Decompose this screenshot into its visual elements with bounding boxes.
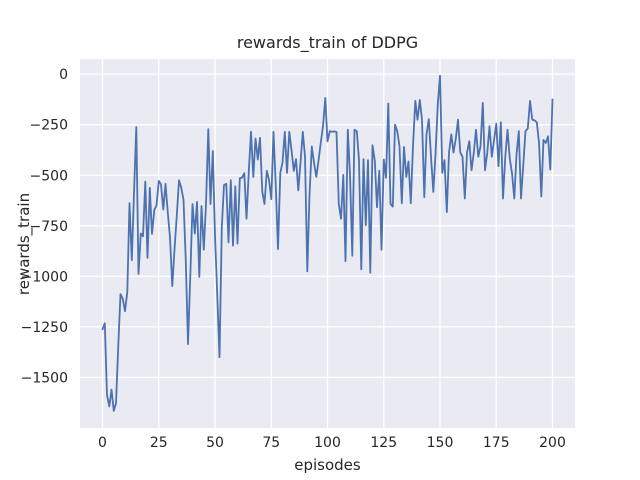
y-tick-label: −1500 xyxy=(21,370,68,386)
x-tick-label: 125 xyxy=(370,435,397,451)
x-tick-label: 200 xyxy=(539,435,566,451)
x-tick-label: 0 xyxy=(98,435,107,451)
x-tick-label: 50 xyxy=(206,435,224,451)
x-axis-label: episodes xyxy=(294,456,361,474)
rewards-train-line xyxy=(101,74,554,412)
y-tick-label: −1250 xyxy=(21,320,68,336)
y-tick-label: 0 xyxy=(59,67,68,83)
y-tick-label: −750 xyxy=(30,219,68,235)
x-tick-label: 150 xyxy=(427,435,454,451)
chart-title: rewards_train of DDPG xyxy=(236,33,419,52)
y-tick-label: −500 xyxy=(30,168,68,184)
x-tick-label: 175 xyxy=(483,435,510,451)
y-tick-label: −1000 xyxy=(21,269,68,285)
x-tick-label: 100 xyxy=(314,435,341,451)
y-axis-label: rewards_train xyxy=(15,192,33,296)
x-tick-label: 25 xyxy=(150,435,168,451)
y-tick-label: −250 xyxy=(30,118,68,134)
x-tick-label: 75 xyxy=(262,435,280,451)
